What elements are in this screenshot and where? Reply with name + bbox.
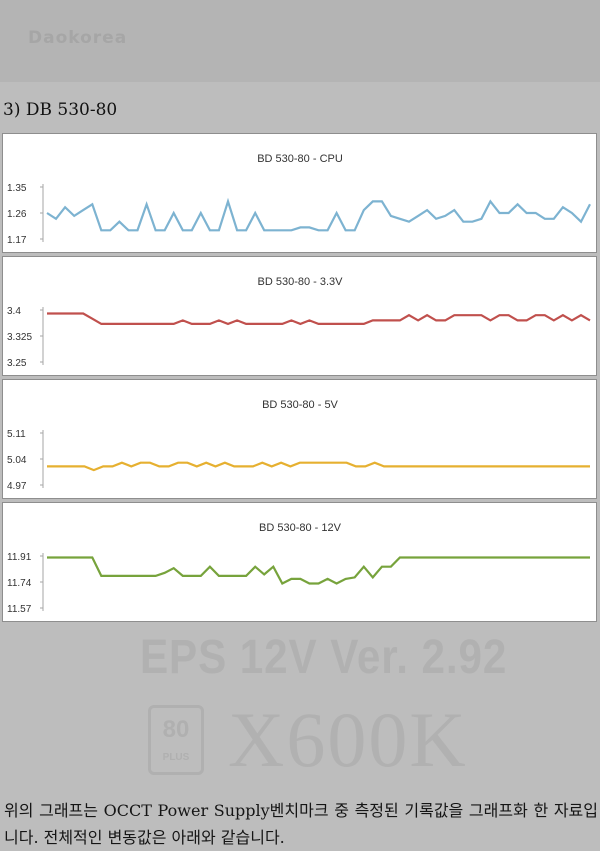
chart-3v3: BD 530-80 - 3.3V 3.4 3.325 3.25 [2, 256, 597, 376]
chart-cpu: BD 530-80 - CPU 1.35 1.26 1.17 [2, 133, 597, 253]
chart-12v: BD 530-80 - 12V 11.91 11.74 11.57 [2, 502, 597, 622]
y-tick-label: 4.97 [7, 481, 27, 492]
series-line [47, 556, 590, 585]
y-tick-label: 1.35 [7, 183, 27, 194]
chart-title: BD 530-80 - 3.3V [258, 276, 344, 288]
chart-title: BD 530-80 - 5V [262, 399, 338, 411]
chart-title: BD 530-80 - CPU [257, 153, 343, 165]
y-tick-label: 11.91 [7, 552, 32, 563]
chart-title: BD 530-80 - 12V [259, 522, 342, 534]
site-logo: Daokorea [28, 28, 128, 48]
plus-badge-watermark: 80 PLUS [148, 705, 204, 775]
eps-watermark: EPS 12V Ver. 2.92 [140, 631, 508, 684]
series-line [46, 197, 591, 232]
y-tick-label: 1.26 [7, 209, 27, 220]
y-tick-label: 5.11 [7, 429, 26, 440]
badge-plus: PLUS [162, 752, 190, 763]
y-tick-label: 11.57 [7, 604, 32, 615]
chart-5v: BD 530-80 - 5V 5.11 5.04 4.97 [2, 379, 597, 499]
y-tick-label: 3.325 [7, 332, 32, 343]
y-tick-label: 3.25 [7, 358, 27, 369]
y-tick-label: 3.4 [7, 306, 21, 317]
y-tick-label: 11.74 [7, 578, 32, 589]
footer-paragraph: 위의 그래프는 OCCT Power Supply벤치마크 중 측정된 기록값을… [4, 801, 598, 847]
y-tick-label: 5.04 [7, 455, 27, 466]
chart-5v-svg: BD 530-80 - 5V 5.11 5.04 4.97 [7, 399, 590, 492]
model-watermark: X600K [228, 696, 468, 783]
chart-3v3-svg: BD 530-80 - 3.3V 3.4 3.325 3.25 [7, 276, 591, 369]
header-band [0, 0, 600, 82]
y-tick-label: 1.17 [7, 235, 27, 246]
chart-12v-svg: BD 530-80 - 12V 11.91 11.74 11.57 [7, 522, 590, 615]
section-title: 3) DB 530-80 [3, 100, 118, 120]
badge-80: 80 [162, 716, 190, 743]
series-line [47, 461, 590, 472]
chart-cpu-svg: BD 530-80 - CPU 1.35 1.26 1.17 [7, 153, 591, 246]
series-line [47, 312, 591, 326]
